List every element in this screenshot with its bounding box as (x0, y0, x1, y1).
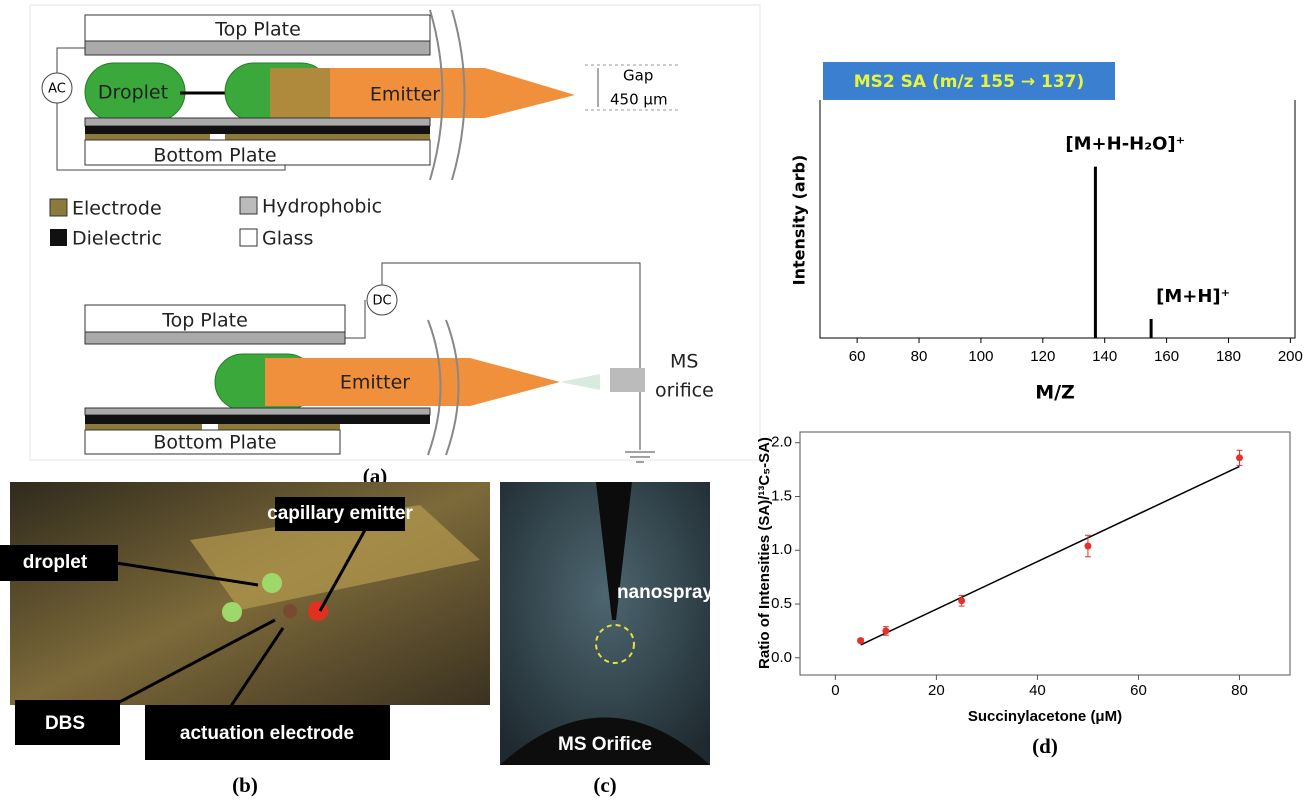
caption: (d) (1032, 734, 1058, 758)
y-axis-label: Ratio of Intensities (SA)/¹³C₅-SA) (756, 437, 773, 669)
x-tick-label: 60 (1130, 682, 1147, 699)
label: Emitter (340, 372, 410, 394)
x-tick-label: 180 (1216, 348, 1241, 365)
legend-swatch (50, 229, 67, 246)
hydrophobic (85, 41, 430, 55)
label: Gap (623, 67, 653, 85)
x-tick-label: 80 (911, 348, 928, 365)
caption: (c) (593, 773, 616, 797)
ms-orifice (610, 368, 645, 392)
hydrophobic (85, 408, 430, 415)
x-tick-label: 40 (1029, 682, 1046, 699)
label: MS (670, 351, 698, 373)
point (1084, 542, 1091, 549)
label: Droplet (98, 82, 168, 104)
label: orifice (655, 380, 714, 402)
label: actuation electrode (180, 723, 354, 744)
x-tick-label: 60 (849, 348, 866, 365)
droplet (262, 573, 282, 593)
x-axis-label: M/Z (1035, 382, 1075, 404)
legend-label: Dielectric (72, 228, 162, 250)
y-tick-label: 1.5 (771, 487, 792, 504)
electrode (85, 424, 202, 430)
x-tick-label: 200 (1278, 348, 1303, 365)
legend-swatch (240, 197, 257, 214)
droplet (222, 602, 242, 622)
fit-line (861, 466, 1240, 644)
electrode (225, 134, 430, 140)
y-tick-label: 0.0 (771, 649, 792, 666)
point (1236, 454, 1243, 461)
caption: (b) (232, 773, 258, 797)
electrode (218, 424, 340, 430)
figure: Top Plate AC Droplet Emitter Bottom Plat… (0, 0, 1315, 800)
label: AC (48, 82, 66, 97)
electrode (270, 68, 330, 118)
label: droplet (23, 552, 88, 573)
chart-title: MS2 SA (m/z 155 → 137) (854, 72, 1085, 92)
label: DBS (45, 713, 85, 734)
legend-label: Glass (262, 228, 313, 250)
label: Emitter (370, 84, 440, 106)
y-tick-label: 1.0 (771, 541, 792, 558)
x-tick-label: 100 (968, 348, 993, 365)
x-tick-label: 80 (1231, 682, 1248, 699)
droplet (283, 604, 297, 618)
x-tick-label: 120 (1030, 348, 1055, 365)
hydrophobic (85, 118, 430, 126)
electrode (85, 134, 210, 140)
x-axis-label: Succinylacetone (μM) (968, 708, 1122, 725)
point (958, 597, 965, 604)
panel-c: nanospray MS Orifice (c) (500, 482, 713, 797)
x-tick-label: 140 (1092, 348, 1117, 365)
annotation: [M+H]⁺ (1156, 286, 1230, 307)
legend-swatch (50, 199, 67, 216)
x-tick-label: 0 (831, 682, 839, 699)
dielectric (85, 415, 430, 424)
label: nanospray (617, 582, 714, 603)
point (857, 637, 864, 644)
hydrophobic (85, 332, 345, 344)
annotation: [M+H-H₂O]⁺ (1065, 134, 1185, 155)
label: Bottom Plate (153, 432, 276, 454)
charts: MS2 SA (m/z 155 → 137) 60 80 100 120 140 160 18… (756, 62, 1303, 758)
x-tick-label: 20 (928, 682, 945, 699)
x-tick-label: 160 (1154, 348, 1179, 365)
y-tick-label: 2.0 (771, 434, 792, 451)
label: Top Plate (161, 310, 248, 332)
legend-label: Electrode (72, 198, 162, 220)
legend-label: Hydrophobic (262, 196, 382, 218)
label: Bottom Plate (153, 145, 276, 167)
label: DC (372, 294, 391, 309)
label: Top Plate (214, 19, 301, 41)
dielectric (85, 126, 430, 134)
label: 450 μm (610, 91, 668, 109)
legend-swatch (240, 229, 257, 246)
panel-b: capillary emitter droplet DBS actuation … (0, 482, 490, 797)
label: MS Orifice (558, 734, 652, 755)
label: capillary emitter (267, 503, 413, 524)
y-tick-label: 0.5 (771, 595, 792, 612)
point (882, 627, 889, 634)
y-axis-label: Intensity (arb) (790, 155, 809, 286)
panel-a: Top Plate AC Droplet Emitter Bottom Plat… (30, 5, 760, 488)
